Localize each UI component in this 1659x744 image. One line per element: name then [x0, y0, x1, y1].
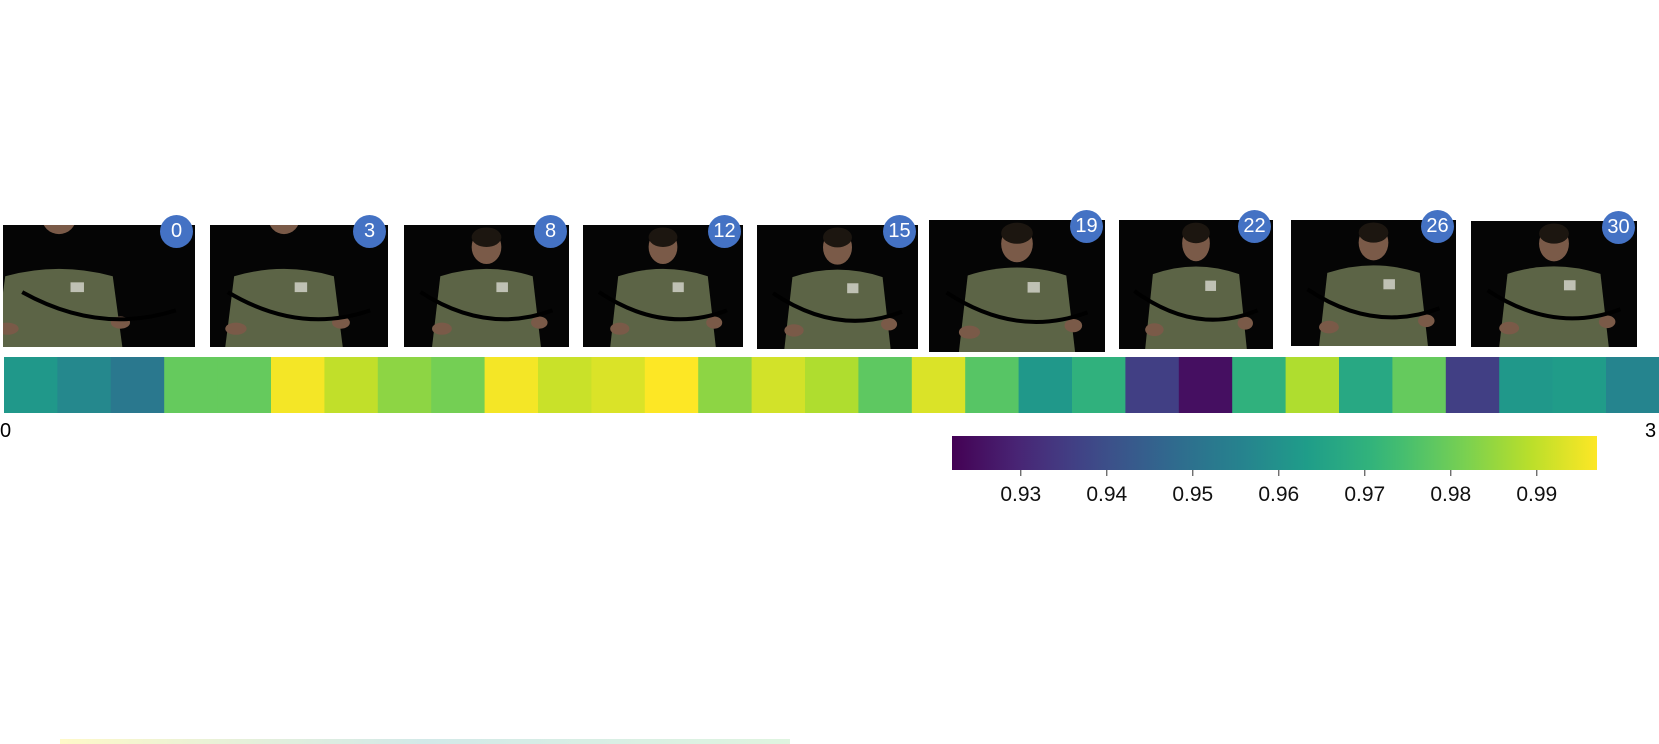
- frame-index-badge: 30: [1602, 211, 1635, 244]
- video-frame: [929, 220, 1105, 352]
- video-frame: [210, 225, 388, 347]
- colorbar-tick-label: 0.93: [1000, 483, 1041, 506]
- heatmap-cell: [110, 357, 165, 413]
- heatmap-cell: [1445, 357, 1500, 413]
- heatmap-cell: [965, 357, 1020, 413]
- heatmap-cell: [1392, 357, 1447, 413]
- heatmap-cell: [1072, 357, 1126, 413]
- heatmap-cell: [751, 357, 806, 413]
- video-frame: [404, 225, 569, 347]
- heatmap-cell: [271, 357, 325, 413]
- colorbar-tick-label: 0.97: [1344, 483, 1385, 506]
- heatmap-cell: [431, 357, 486, 413]
- frame-index-badge: 15: [883, 215, 916, 248]
- x-tick-start: 0: [0, 420, 12, 442]
- colorbar-tick-label: 0.99: [1516, 483, 1557, 506]
- video-frame: [3, 225, 195, 347]
- heatmap-cell: [164, 357, 219, 413]
- heatmap-cell: [1606, 357, 1659, 413]
- frame-index-badge: 12: [708, 215, 741, 248]
- frame-index-badge: 26: [1421, 210, 1454, 243]
- x-tick-end: 3: [1645, 420, 1657, 442]
- colorbar-tick-label: 0.96: [1258, 483, 1299, 506]
- colorbar-tick-label: 0.94: [1086, 483, 1127, 506]
- video-frame: [583, 225, 743, 347]
- heatmap-cell: [911, 357, 966, 413]
- frame-index-badge: 22: [1238, 210, 1271, 243]
- heatmap-cell: [57, 357, 112, 413]
- heatmap-cell: [1552, 357, 1607, 413]
- heatmap-cell: [1339, 357, 1393, 413]
- heatmap-cell: [1125, 357, 1180, 413]
- heatmap-cell: [377, 357, 432, 413]
- heatmap-cell: [4, 357, 58, 413]
- heatmap-cell: [591, 357, 646, 413]
- heatmap-cell: [1178, 357, 1233, 413]
- heatmap-cell: [858, 357, 913, 413]
- heatmap-cell: [805, 357, 859, 413]
- frame-index-badge: 19: [1070, 210, 1103, 243]
- video-frame: [1291, 220, 1456, 346]
- frame-index-badge: 0: [160, 215, 193, 248]
- heatmap-cell: [484, 357, 539, 413]
- heatmap-cell: [1018, 357, 1073, 413]
- colorbar-gradient: [952, 436, 1597, 470]
- frame-index-badge: 8: [534, 215, 567, 248]
- heatmap-cell: [1232, 357, 1287, 413]
- colorbar-tick-label: 0.95: [1172, 483, 1213, 506]
- similarity-heatmap-strip: [4, 357, 1659, 413]
- heatmap-cell: [698, 357, 753, 413]
- heatmap-cell: [324, 357, 379, 413]
- video-frame: [1471, 221, 1637, 347]
- faint-strip-artifact: [60, 739, 790, 744]
- heatmap-cell: [644, 357, 699, 413]
- heatmap-cell: [217, 357, 272, 413]
- frame-index-badge: 3: [353, 215, 386, 248]
- heatmap-cell: [1285, 357, 1340, 413]
- colorbar: 0.93 0.94 0.95 0.96 0.97 0.98 0.99: [952, 436, 1597, 506]
- heatmap-cell: [1499, 357, 1554, 413]
- colorbar-tick-label: 0.98: [1430, 483, 1471, 506]
- heatmap-cell: [538, 357, 592, 413]
